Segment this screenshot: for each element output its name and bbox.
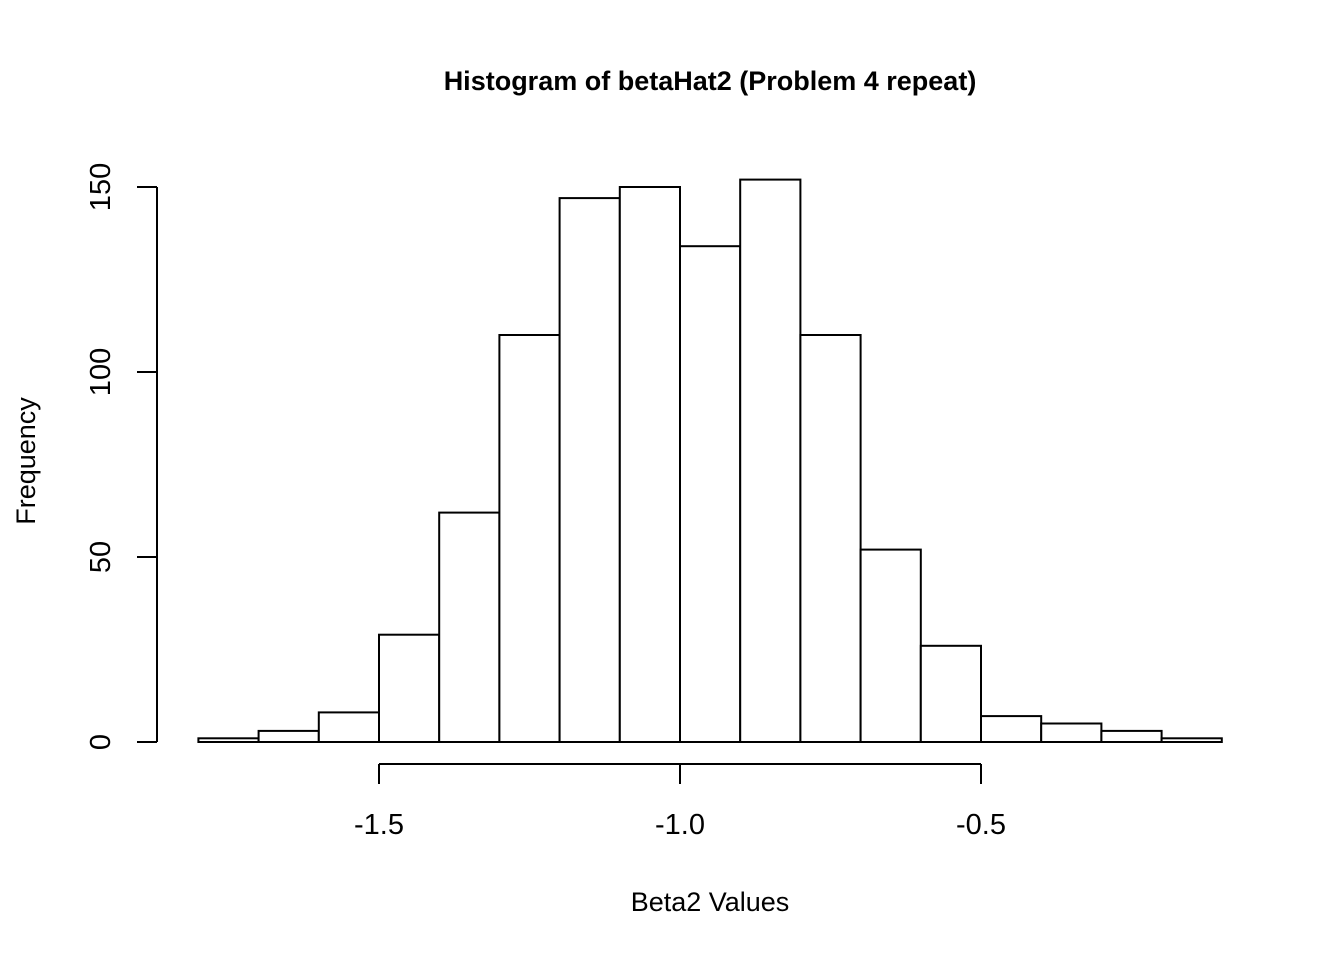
histogram-bar xyxy=(739,178,802,744)
y-tick-label: 100 xyxy=(85,348,117,396)
histogram-bar xyxy=(679,245,742,743)
y-tick-label: 0 xyxy=(85,734,117,750)
y-axis-label: Frequency xyxy=(11,397,41,525)
histogram-bar xyxy=(257,729,320,744)
histogram-bar xyxy=(1100,729,1163,744)
histogram-bar xyxy=(859,548,922,743)
x-tick-label: -1.0 xyxy=(655,809,705,841)
histogram-bar xyxy=(980,715,1043,743)
chart-title: Histogram of betaHat2 (Problem 4 repeat) xyxy=(444,66,977,96)
y-tick-label: 150 xyxy=(85,163,117,211)
histogram-bar xyxy=(438,511,501,743)
histogram-bar xyxy=(1160,737,1223,743)
y-tick-label: 50 xyxy=(85,541,117,573)
y-axis: 0 50 100 150 xyxy=(85,163,158,750)
histogram-bar xyxy=(498,334,561,743)
x-tick-label: -1.5 xyxy=(354,809,404,841)
x-tick-label: -0.5 xyxy=(956,809,1006,841)
histogram-bar xyxy=(317,711,380,744)
histogram-bar xyxy=(618,186,681,743)
bars-group xyxy=(197,178,1223,744)
histogram-bar xyxy=(1040,722,1103,743)
histogram-bar xyxy=(378,633,441,744)
histogram-bar xyxy=(197,737,260,743)
x-axis: -1.5 -1.0 -0.5 xyxy=(354,763,1006,841)
histogram-bar xyxy=(799,334,862,743)
histogram-bar xyxy=(919,644,982,743)
x-axis-label: Beta2 Values xyxy=(631,887,790,917)
histogram-bar xyxy=(558,197,621,744)
